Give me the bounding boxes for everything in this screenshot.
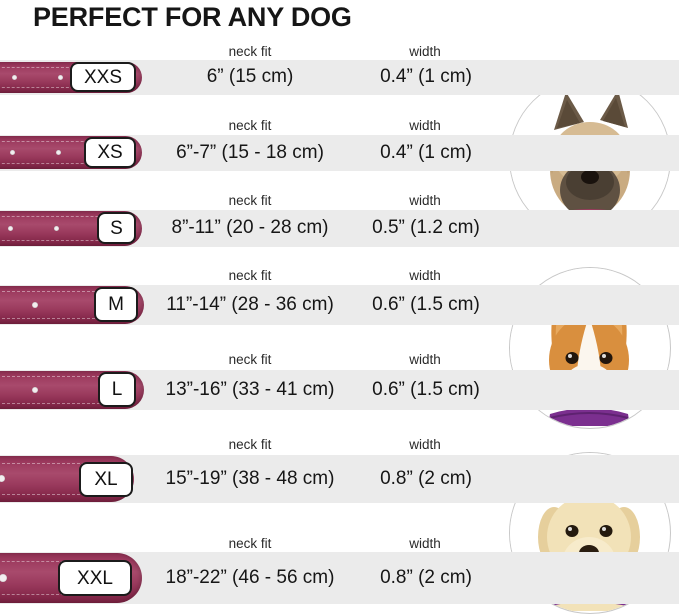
collar-hole bbox=[58, 75, 63, 80]
collar-hole bbox=[12, 75, 17, 80]
value-width: 0.4” (1 cm) bbox=[380, 142, 472, 163]
col-header-width: width bbox=[409, 352, 441, 367]
collar-hole bbox=[0, 475, 5, 482]
collar-hole bbox=[10, 150, 15, 155]
size-badge-s: S bbox=[97, 212, 136, 244]
value-width: 0.6” (1.5 cm) bbox=[372, 294, 480, 315]
size-badge-xxs: XXS bbox=[70, 62, 136, 92]
collar-stitching-bottom bbox=[0, 494, 120, 495]
value-neck-fit: 15”-19” (38 - 48 cm) bbox=[165, 468, 335, 489]
size-badge-xl: XL bbox=[79, 462, 133, 497]
collar-hole bbox=[32, 302, 38, 308]
size-badge-m: M bbox=[94, 287, 138, 322]
size-badge-xxl: XXL bbox=[58, 560, 132, 596]
size-badge-xs: XS bbox=[84, 137, 136, 168]
value-neck-fit: 6”-7” (15 - 18 cm) bbox=[176, 142, 324, 163]
collar-stitching-bottom bbox=[0, 403, 130, 404]
value-neck-fit: 11”-14” (28 - 36 cm) bbox=[166, 294, 334, 315]
col-header-width: width bbox=[409, 437, 441, 452]
collar-stitching-top bbox=[0, 376, 130, 377]
collar-hole bbox=[56, 150, 61, 155]
collar-hole bbox=[0, 574, 7, 582]
collar-stitching-top bbox=[0, 216, 128, 217]
col-header-neck-fit: neck fit bbox=[228, 536, 272, 551]
value-width: 0.5” (1.2 cm) bbox=[372, 217, 480, 238]
collar-stitching-bottom bbox=[0, 87, 128, 88]
size-badge-label: XXS bbox=[83, 66, 123, 88]
collar-hole bbox=[32, 387, 38, 393]
size-badge-label: M bbox=[108, 294, 124, 315]
col-header-neck-fit: neck fit bbox=[228, 44, 272, 59]
value-width: 0.8” (2 cm) bbox=[380, 468, 472, 489]
value-width: 0.4” (1 cm) bbox=[380, 66, 472, 87]
value-width: 0.8” (2 cm) bbox=[380, 567, 472, 588]
collar-stitching-top bbox=[0, 291, 130, 292]
collar-stitching-bottom bbox=[0, 240, 128, 241]
col-header-width: width bbox=[409, 118, 441, 133]
collar-stitching-bottom bbox=[0, 318, 130, 319]
collar-stitching-top bbox=[0, 67, 128, 68]
col-header-width: width bbox=[409, 193, 441, 208]
page-title: PERFECT FOR ANY DOG bbox=[33, 2, 352, 32]
col-header-neck-fit: neck fit bbox=[228, 437, 272, 452]
collar-stitching-top bbox=[0, 141, 128, 142]
value-neck-fit: 6” (15 cm) bbox=[206, 66, 294, 87]
size-badge-l: L bbox=[98, 372, 136, 407]
size-badge-label: XL bbox=[94, 469, 118, 490]
value-neck-fit: 18”-22” (46 - 56 cm) bbox=[165, 567, 335, 588]
col-header-width: width bbox=[409, 268, 441, 283]
collar-stitching-bottom bbox=[0, 163, 128, 164]
value-neck-fit: 13”-16” (33 - 41 cm) bbox=[165, 379, 335, 400]
collar-hole bbox=[54, 226, 59, 231]
value-width: 0.6” (1.5 cm) bbox=[372, 379, 480, 400]
size-badge-label: S bbox=[110, 217, 123, 239]
value-neck-fit: 8”-11” (20 - 28 cm) bbox=[171, 217, 329, 238]
col-header-neck-fit: neck fit bbox=[228, 268, 272, 283]
col-header-width: width bbox=[409, 536, 441, 551]
size-badge-label: L bbox=[111, 379, 123, 400]
col-header-width: width bbox=[409, 44, 441, 59]
collar-stitching-top bbox=[0, 463, 120, 464]
collar-hole bbox=[8, 226, 13, 231]
col-header-neck-fit: neck fit bbox=[228, 193, 272, 208]
size-badge-label: XS bbox=[97, 142, 123, 163]
col-header-neck-fit: neck fit bbox=[228, 118, 272, 133]
size-badge-label: XXL bbox=[77, 567, 113, 589]
col-header-neck-fit: neck fit bbox=[228, 352, 272, 367]
